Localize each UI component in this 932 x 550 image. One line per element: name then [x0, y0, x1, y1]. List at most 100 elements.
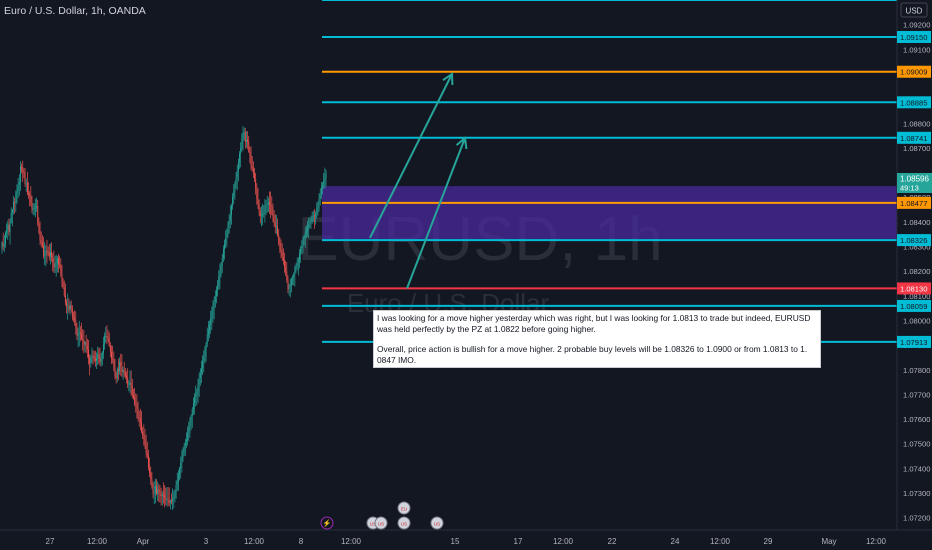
candle-body: [121, 366, 123, 372]
candle-body: [304, 232, 306, 239]
candle-body: [320, 187, 322, 195]
candle-body: [179, 468, 181, 475]
candle-body: [204, 349, 206, 357]
candle-body: [106, 335, 108, 337]
candle-body: [39, 231, 41, 241]
candle-body: [120, 361, 122, 367]
candle-body: [217, 285, 219, 291]
y-tick-label: 1.08200: [903, 267, 930, 276]
candle-body: [248, 141, 250, 152]
candle-body: [239, 153, 240, 162]
candle-body: [319, 194, 321, 199]
candle-body: [89, 358, 91, 364]
event-marker[interactable]: [397, 516, 411, 530]
candle-body: [51, 251, 53, 258]
candle-body: [305, 230, 307, 233]
zone-layer: [322, 186, 897, 241]
candle-body: [279, 243, 281, 250]
arrows-layer: [369, 72, 468, 289]
candle-body: [316, 208, 318, 214]
currency-button[interactable]: USD: [900, 2, 928, 18]
candle-body: [231, 206, 232, 216]
level-tag-bg: [897, 234, 931, 247]
candle-body: [183, 445, 185, 452]
y-tick-label: 1.08000: [903, 316, 930, 325]
candle-body: [81, 333, 83, 340]
candle-body: [43, 245, 44, 256]
candle-body: [272, 213, 274, 216]
x-tick-label: 22: [608, 537, 617, 546]
event-marker[interactable]: [430, 516, 444, 530]
candle-body: [212, 305, 214, 311]
candle-body: [184, 441, 186, 446]
x-tick-label: 3: [204, 537, 209, 546]
candle-body: [288, 286, 290, 289]
candle-body: [247, 139, 249, 142]
candles-layer: [1, 126, 327, 511]
y-tick-label: 1.08300: [903, 243, 930, 252]
x-tick-label: 29: [764, 537, 773, 546]
candle-body: [224, 243, 225, 250]
candle-body: [234, 183, 236, 192]
candle-body: [46, 250, 48, 252]
candle-body: [10, 212, 12, 223]
candle-body: [219, 270, 221, 277]
time-axis[interactable]: [0, 530, 932, 550]
candle-body: [314, 215, 315, 217]
candle-body: [266, 204, 268, 205]
candle-body: [256, 188, 258, 200]
candle-body: [22, 169, 24, 173]
candle-body: [302, 238, 304, 247]
candle-body: [277, 226, 279, 235]
level-tag-value: 1.08741: [900, 134, 927, 143]
candle-body: [132, 394, 134, 398]
candle-body: [222, 249, 224, 259]
candle-body: [274, 222, 276, 228]
candle-body: [233, 191, 235, 197]
candle-body: [19, 166, 21, 183]
level-tag-value: 1.08059: [900, 302, 927, 311]
level-tag-value: 1.08130: [900, 284, 927, 293]
x-tick-label: 12:00: [244, 537, 265, 546]
candle-body: [124, 372, 126, 376]
level-tag-bg: [897, 65, 931, 78]
candle-body: [258, 204, 260, 212]
candle-body: [203, 356, 205, 362]
candle-body: [240, 147, 242, 154]
candle-body: [58, 258, 59, 265]
candle-body: [32, 208, 34, 210]
candle-body: [285, 267, 287, 272]
x-tick-label: 17: [514, 537, 523, 546]
candle-body: [191, 409, 193, 417]
candle-body: [229, 215, 231, 222]
candle-body: [82, 339, 84, 341]
candle-body: [113, 359, 115, 369]
event-marker[interactable]: [374, 516, 388, 530]
event-marker[interactable]: [320, 516, 334, 530]
level-tag-value: 1.07913: [900, 338, 927, 347]
candle-body: [147, 455, 149, 467]
price-axis[interactable]: [897, 0, 932, 530]
candle-body: [175, 484, 177, 493]
candle-body: [244, 131, 246, 142]
y-tick-label: 1.08800: [903, 119, 930, 128]
candle-body: [292, 277, 294, 280]
candle-body: [127, 377, 129, 385]
candle-body: [108, 338, 110, 347]
candle-body: [243, 131, 245, 135]
candle-body: [28, 193, 29, 195]
event-marker[interactable]: [397, 501, 411, 515]
x-tick-label: 12:00: [341, 537, 362, 546]
candle-body: [281, 251, 283, 258]
candle-body: [34, 207, 36, 209]
candle-body: [26, 182, 28, 194]
candle-body: [16, 191, 18, 194]
level-tag-value: 1.09009: [900, 68, 927, 77]
candle-body: [209, 324, 210, 330]
candle-body: [280, 249, 282, 252]
candle-body: [151, 479, 153, 487]
candle-body: [123, 370, 125, 373]
